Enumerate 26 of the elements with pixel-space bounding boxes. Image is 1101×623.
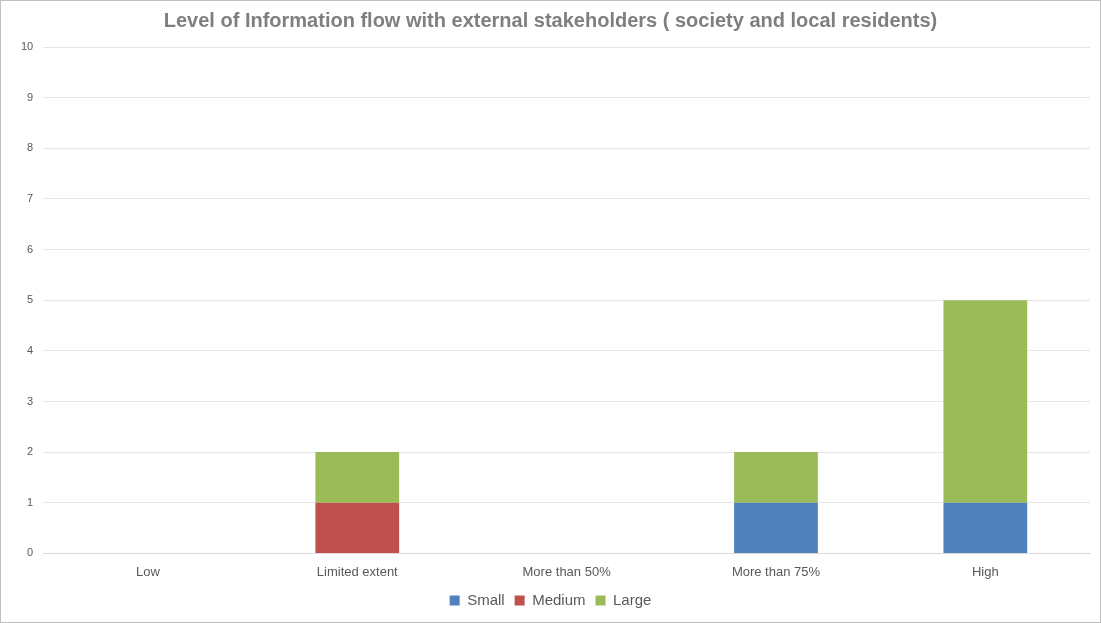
y-tick-label: 1 bbox=[27, 495, 34, 508]
bar bbox=[943, 502, 1028, 553]
x-tick-label: High bbox=[971, 563, 999, 579]
y-tick-label: 0 bbox=[27, 546, 34, 559]
legend-label: Large bbox=[613, 590, 652, 608]
bar bbox=[734, 502, 818, 553]
bar bbox=[315, 502, 400, 553]
legend-label: Medium bbox=[532, 590, 586, 608]
bar bbox=[734, 452, 818, 503]
x-tick-label: More than 75% bbox=[731, 563, 821, 579]
y-tick-label: 4 bbox=[27, 343, 34, 356]
y-tick-label: 6 bbox=[27, 242, 34, 255]
bar bbox=[943, 300, 1028, 503]
x-tick-label: Low bbox=[135, 563, 161, 579]
x-tick-label: More than 50% bbox=[522, 563, 612, 579]
y-tick-label: 10 bbox=[20, 40, 34, 53]
y-tick-label: 5 bbox=[27, 293, 34, 306]
y-tick-label: 3 bbox=[27, 394, 34, 407]
legend-label: Small bbox=[467, 590, 505, 608]
y-tick-label: 9 bbox=[27, 90, 34, 103]
y-tick-label: 8 bbox=[27, 141, 34, 154]
bar bbox=[315, 452, 400, 503]
x-tick-label: Limited extent bbox=[316, 563, 399, 579]
y-tick-label: 7 bbox=[27, 191, 34, 204]
y-tick-label: 2 bbox=[27, 445, 34, 458]
chart-title: Level of Information flow with external stakeholders ( society and local residents) bbox=[163, 8, 938, 31]
